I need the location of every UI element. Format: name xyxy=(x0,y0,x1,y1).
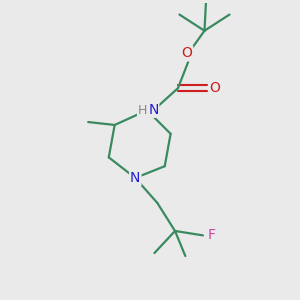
Text: O: O xyxy=(209,81,220,95)
Text: H: H xyxy=(138,104,147,117)
Text: O: O xyxy=(182,46,192,60)
Text: N: N xyxy=(148,103,159,117)
Text: N: N xyxy=(130,171,140,185)
Text: F: F xyxy=(207,228,215,242)
